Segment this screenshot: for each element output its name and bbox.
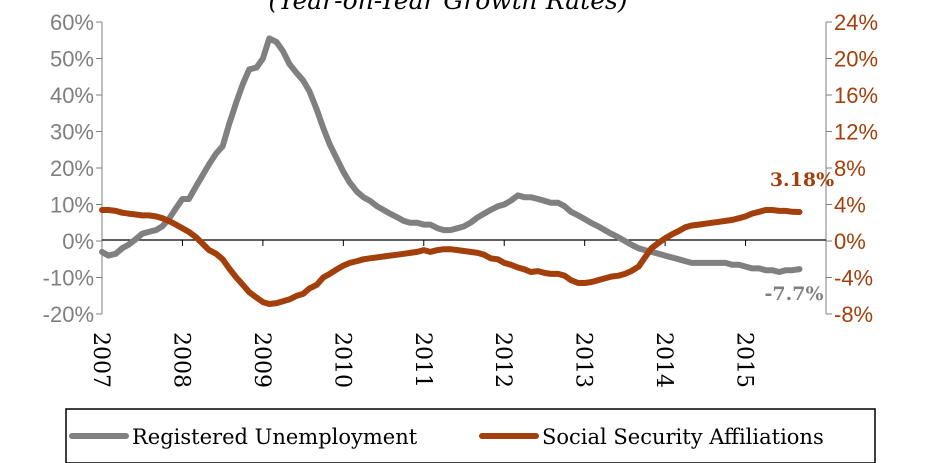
ss-last-value-label: 3.18% — [770, 169, 834, 191]
legend: Registered Unemployment Social Security … — [65, 408, 876, 463]
x-tick-label: 2013 — [571, 332, 596, 388]
x-tick-label: 2009 — [249, 332, 274, 388]
left-tick-label: 60% — [50, 10, 94, 35]
legend-label-unemployment: Registered Unemployment — [132, 425, 418, 449]
chart-title: (Year-on-Year Growth Rates) — [268, 0, 627, 15]
left-tick-label: 50% — [50, 47, 94, 72]
x-axis-ticks: 2007 2008 2009 2010 2011 2012 2013 2014 2015 — [88, 240, 757, 388]
left-tick-label: 0% — [62, 229, 94, 254]
x-tick-label: 2007 — [88, 332, 113, 388]
series-group — [99, 35, 803, 307]
x-tick-label: 2012 — [490, 332, 515, 388]
left-axis-ticks: 60% 50% 40% 30% 20% 10% 0% -10% -20% — [43, 10, 102, 327]
x-tick-label: 2014 — [651, 332, 676, 388]
right-tick-label: 12% — [834, 120, 878, 145]
series-line-unemployment — [99, 35, 803, 275]
left-tick-label: 40% — [50, 83, 94, 108]
x-tick-label: 2015 — [732, 332, 757, 388]
x-tick-label: 2010 — [329, 332, 354, 388]
right-axis-ticks: 24% 20% 16% 12% 8% 4% 0% -4% -8% — [826, 10, 878, 327]
x-tick-label: 2011 — [410, 332, 435, 388]
x-tick-label: 2008 — [168, 332, 193, 388]
right-tick-label: 0% — [834, 229, 866, 254]
right-tick-label: -8% — [834, 302, 873, 327]
left-tick-label: 30% — [50, 120, 94, 145]
right-tick-label: -4% — [834, 266, 873, 291]
left-tick-label: 10% — [50, 193, 94, 218]
right-tick-label: 8% — [834, 156, 866, 181]
series-line-social-security — [99, 207, 803, 307]
left-tick-label: -10% — [43, 266, 94, 291]
right-tick-label: 16% — [834, 83, 878, 108]
left-tick-label: -20% — [43, 302, 94, 327]
right-tick-label: 20% — [834, 47, 878, 72]
unemployment-last-value-label: -7.7% — [765, 283, 824, 305]
right-tick-label: 24% — [834, 10, 878, 35]
right-tick-label: 4% — [834, 193, 866, 218]
left-tick-label: 20% — [50, 156, 94, 181]
legend-box — [65, 408, 876, 463]
legend-label-social-security: Social Security Affiliations — [542, 425, 824, 449]
